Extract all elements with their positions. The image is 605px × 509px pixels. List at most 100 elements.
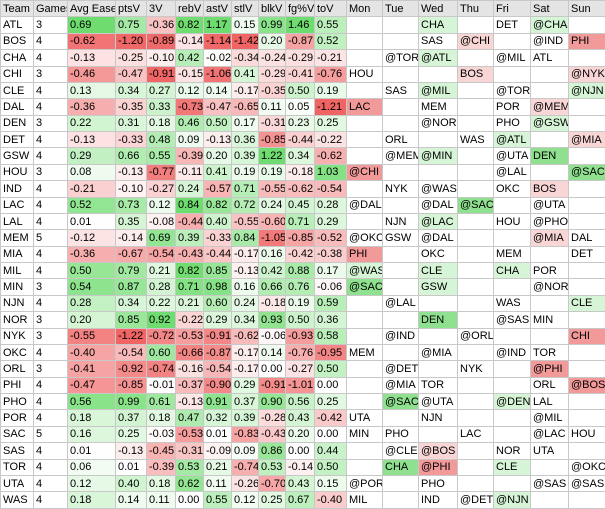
stat-cell: -0.47 xyxy=(115,65,147,83)
schedule-cell: @ORL xyxy=(457,327,494,345)
stat-cell: -0.13 xyxy=(115,163,147,182)
schedule-cell xyxy=(530,245,569,264)
team-row: MIN 3 0.54 0.87 0.28 0.71 0.98 0.16 0.66 0.76 -0.0… xyxy=(0,278,605,296)
stat-cell: -0.87 xyxy=(285,32,315,51)
team-cell: NJN xyxy=(0,294,34,313)
stat-cell: -0.33 xyxy=(115,130,147,149)
header-cell: Sat xyxy=(530,0,569,18)
schedule-cell: @IND xyxy=(493,343,531,362)
team-row: HOU 3 0.08 -0.13 -0.77 -0.11 0.41 0.19 0.19 -0.18… xyxy=(0,163,605,182)
stat-cell: -0.36 xyxy=(146,16,176,34)
stat-cell: 3 xyxy=(33,16,68,34)
schedule-cell: @MIA xyxy=(418,343,458,362)
schedule-cell: ORL xyxy=(382,130,419,149)
stat-cell: 0.50 xyxy=(285,81,315,100)
stat-cell: -0.31 xyxy=(258,114,286,133)
stat-cell: -0.18 xyxy=(285,163,315,182)
stat-cell: 0.16 xyxy=(67,425,116,444)
team-cell: ORL xyxy=(0,360,34,378)
team-cell: POR xyxy=(0,409,34,427)
stat-cell: 0.59 xyxy=(314,294,347,313)
header-cell: Sun xyxy=(568,0,605,18)
stat-cell: 5 xyxy=(33,425,68,444)
stat-cell: 0.42 xyxy=(175,49,204,67)
schedule-cell: @WAS xyxy=(418,180,458,198)
team-cell: WAS xyxy=(0,491,34,509)
stat-cell: 0.28 xyxy=(146,278,176,296)
stat-cell: 3 xyxy=(33,327,68,345)
stat-cell: 0.22 xyxy=(146,294,176,313)
schedule-cell xyxy=(457,147,494,165)
stat-cell: -0.95 xyxy=(314,343,347,362)
stat-cell: 0.14 xyxy=(203,81,232,100)
stat-cell: -0.85 xyxy=(258,130,286,149)
schedule-cell xyxy=(382,311,419,329)
schedule-cell: @LAC xyxy=(530,425,569,444)
stat-cell: 4 xyxy=(33,392,68,411)
schedule-cell xyxy=(457,49,494,67)
header-cell: astV xyxy=(203,0,232,18)
stat-cell: -0.27 xyxy=(146,180,176,198)
stat-cell: -0.38 xyxy=(314,245,347,264)
schedule-cell xyxy=(346,130,383,149)
stat-cell: -0.36 xyxy=(67,245,116,264)
stat-cell: 0.85 xyxy=(115,311,147,329)
stat-cell: -0.54 xyxy=(115,343,147,362)
schedule-cell xyxy=(493,376,531,395)
header-cell: ptsV xyxy=(115,0,147,18)
team-cell: IND xyxy=(0,180,34,198)
stat-cell: 0.69 xyxy=(146,229,176,247)
team-row: OKC 4 -0.40 -0.54 0.60 -0.66 -0.87 -0.17 0.14 -0.… xyxy=(0,343,605,362)
schedule-cell: @OKC xyxy=(568,458,605,476)
stat-cell: -0.70 xyxy=(258,474,286,493)
stat-cell: -0.44 xyxy=(175,212,204,231)
schedule-cell xyxy=(382,343,419,362)
schedule-cell: DAL xyxy=(568,229,605,247)
schedule-cell xyxy=(418,360,458,378)
stat-cell: -0.18 xyxy=(258,294,286,313)
stat-cell: 4 xyxy=(33,98,68,116)
stat-cell: 1.46 xyxy=(285,16,315,34)
stat-cell: 0.13 xyxy=(67,81,116,100)
schedule-cell xyxy=(568,16,605,34)
stat-cell: 1.22 xyxy=(258,147,286,165)
schedule-cell: CLE xyxy=(493,458,531,476)
stat-cell: -0.33 xyxy=(203,229,232,247)
schedule-cell xyxy=(457,458,494,476)
stat-cell: 0.25 xyxy=(115,425,147,444)
stat-cell: 0.29 xyxy=(231,376,259,395)
stat-cell: 0.29 xyxy=(203,311,232,329)
schedule-cell: @MIA xyxy=(568,130,605,149)
header-cell: Avg Ease xyxy=(67,0,116,18)
stat-cell: 0.98 xyxy=(203,278,232,296)
schedule-cell xyxy=(493,32,531,51)
stat-cell: 0.39 xyxy=(231,147,259,165)
stat-cell: 0.93 xyxy=(258,311,286,329)
stat-cell: 0.76 xyxy=(285,278,315,296)
team-row: DAL 4 -0.36 -0.35 0.33 -0.73 -0.47 -0.65 0.11 0.0… xyxy=(0,98,605,116)
schedule-cell xyxy=(457,81,494,100)
schedule-cell: DEN xyxy=(530,147,569,165)
header-cell: Wed xyxy=(418,0,458,18)
stat-cell: 0.85 xyxy=(203,261,232,280)
stat-cell: 0.50 xyxy=(67,261,116,280)
stat-cell: 0.40 xyxy=(203,212,232,231)
stat-cell: 1.17 xyxy=(203,16,232,34)
stat-cell: 0.23 xyxy=(285,114,315,133)
team-cell: CLE xyxy=(0,81,34,100)
header-cell: rebV xyxy=(175,0,204,18)
stat-cell: -0.65 xyxy=(231,98,259,116)
stat-cell: -0.10 xyxy=(146,49,176,67)
header-cell: toV xyxy=(314,0,347,18)
schedule-cell xyxy=(457,474,494,493)
stat-cell: 0.99 xyxy=(115,392,147,411)
schedule-cell: @LAC xyxy=(418,212,458,231)
schedule-cell xyxy=(568,114,605,133)
stat-cell: 4 xyxy=(33,409,68,427)
stat-cell: -1.21 xyxy=(314,98,347,116)
stat-cell: -0.08 xyxy=(146,212,176,231)
stat-cell: 4 xyxy=(33,294,68,313)
schedule-cell: BOS xyxy=(530,180,569,198)
schedule-cell xyxy=(568,196,605,214)
schedule-cell: @CLE xyxy=(382,442,419,460)
